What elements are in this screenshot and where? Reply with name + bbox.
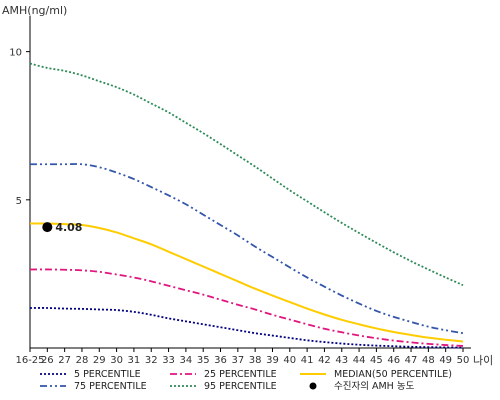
x-tick-label: 42: [318, 355, 331, 366]
x-tick-label: 29: [93, 355, 106, 366]
series-line-median-50-percentile: [29, 222, 464, 343]
series-line-75-percentile: [29, 163, 464, 335]
x-tick-label: 31: [128, 355, 141, 366]
series-line-95-percentile: [29, 62, 464, 286]
x-tick-label: 27: [58, 355, 71, 366]
y-axis-label: AMH(ng/ml): [2, 4, 67, 17]
x-tick-label: 38: [249, 355, 262, 366]
x-tick-label: 34: [180, 355, 193, 366]
patient-amh-value-label: 4.08: [55, 221, 82, 234]
series-line-5-percentile: [29, 307, 464, 349]
x-axis-label: 나이: [473, 354, 493, 367]
x-tick-label: 30: [110, 355, 123, 366]
legend-label-5-percentile: 5 PERCENTILE: [74, 369, 141, 380]
series-line-25-percentile: [29, 268, 464, 347]
legend: 5 PERCENTILE 25 PERCENTILE MEDIAN(50 PERCE…: [40, 369, 452, 392]
legend-label-median-50-percentile: MEDIAN(50 PERCENTILE): [334, 369, 452, 380]
x-tick-label: 45: [370, 355, 383, 366]
x-tick-label: 16-25: [15, 355, 44, 366]
x-tick-label: 28: [76, 355, 89, 366]
x-tick-label: 41: [301, 355, 314, 366]
x-tick-label: 47: [405, 355, 418, 366]
x-tick-label: 39: [266, 355, 279, 366]
x-tick-label: 49: [439, 355, 452, 366]
x-tick-label: 35: [197, 355, 210, 366]
x-tick-label: 43: [335, 355, 348, 366]
x-tick-label: 26: [41, 355, 54, 366]
x-tick-label: 32: [145, 355, 158, 366]
x-tick-label: 50: [457, 355, 470, 366]
legend-label-patient-amh: 수진자의 AMH 농도: [334, 381, 415, 392]
legend-label-75-percentile: 75 PERCENTILE: [74, 381, 147, 392]
x-tick-label: 46: [387, 355, 400, 366]
x-tick-label: 40: [283, 355, 296, 366]
x-tick-label: 44: [353, 355, 366, 366]
x-tick-label: 36: [214, 355, 227, 366]
series-layer: [29, 62, 464, 349]
patient-amh-point: [42, 222, 53, 233]
x-tick-label: 48: [422, 355, 435, 366]
legend-label-95-percentile: 95 PERCENTILE: [204, 381, 277, 392]
y-tick-label: 10: [9, 48, 22, 59]
y-tick-label: 5: [16, 196, 22, 207]
legend-label-25-percentile: 25 PERCENTILE: [204, 369, 277, 380]
marker-layer: 4.08: [42, 221, 82, 234]
legend-swatch-patient-amh: [309, 382, 317, 390]
x-tick-label: 33: [162, 355, 175, 366]
x-tick-label: 37: [231, 355, 244, 366]
